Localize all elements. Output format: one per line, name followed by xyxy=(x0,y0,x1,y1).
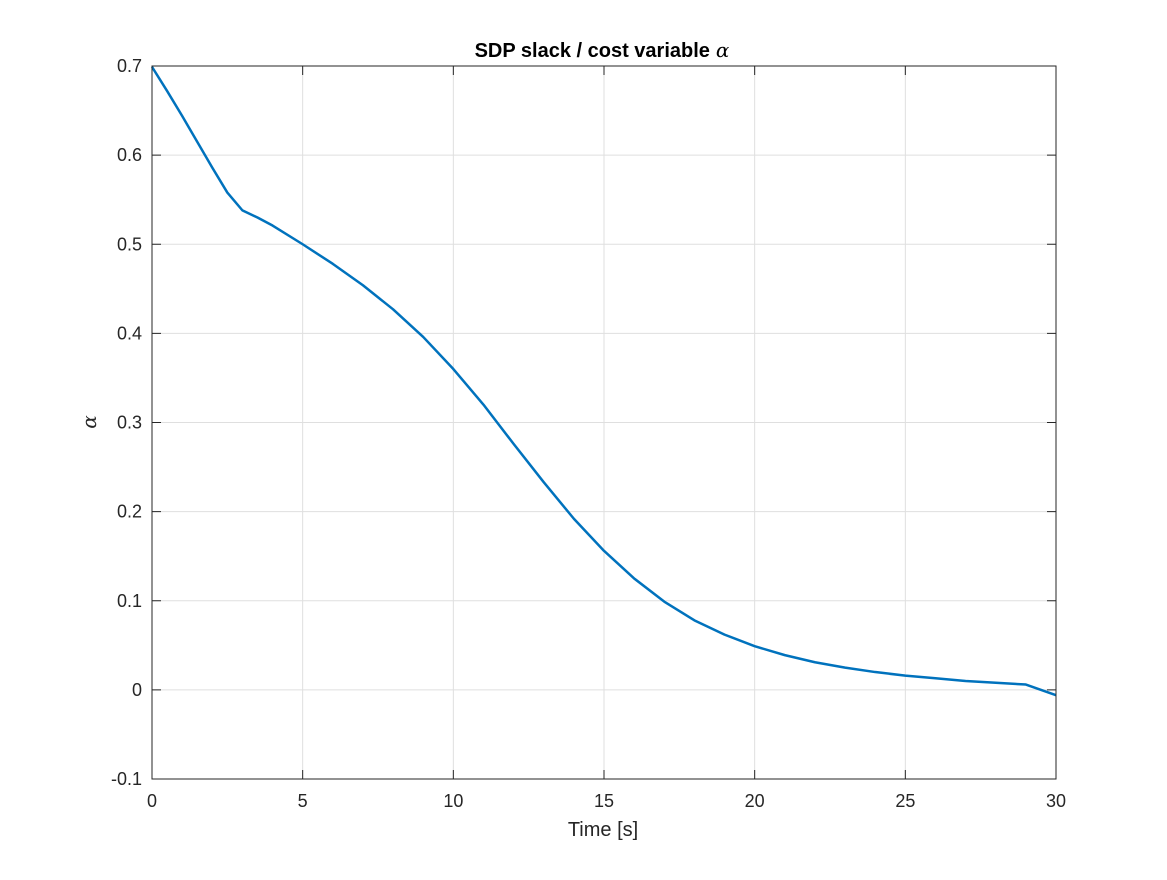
chart-title-text: SDP slack / cost variable xyxy=(475,40,710,62)
x-tick-label: 30 xyxy=(1046,791,1066,811)
y-tick-label: 0.3 xyxy=(117,413,142,433)
series-line xyxy=(150,66,1057,697)
y-tick-label: -0.1 xyxy=(111,769,142,789)
plot-lines xyxy=(150,66,1057,697)
y-tick-label: 0.7 xyxy=(117,56,142,76)
chart-title: SDP slack / cost variable α xyxy=(475,38,730,62)
grid xyxy=(151,65,1057,780)
x-tick-label: 25 xyxy=(895,791,915,811)
x-axis-label: Time [s] xyxy=(568,819,638,841)
x-tick-label: 15 xyxy=(594,791,614,811)
y-tick-label: 0.6 xyxy=(117,145,142,165)
x-tick-label: 5 xyxy=(298,791,308,811)
x-tick-label: 10 xyxy=(443,791,463,811)
y-tick-label: 0.4 xyxy=(117,323,142,343)
chart-title-symbol: α xyxy=(716,38,730,62)
x-tick-label: 0 xyxy=(147,791,157,811)
tick-labels: 0 5 10 15 20 25 30-0.100.10.20.30.40.50.60.7 xyxy=(111,56,1066,811)
y-axis-label: α xyxy=(77,415,101,429)
y-tick-label: 0.2 xyxy=(117,502,142,522)
y-tick-label: 0.1 xyxy=(117,591,142,611)
y-tick-label: 0.5 xyxy=(117,234,142,254)
ticks xyxy=(151,65,1057,780)
y-tick-label: 0 xyxy=(132,680,142,700)
x-tick-label: 20 xyxy=(745,791,765,811)
